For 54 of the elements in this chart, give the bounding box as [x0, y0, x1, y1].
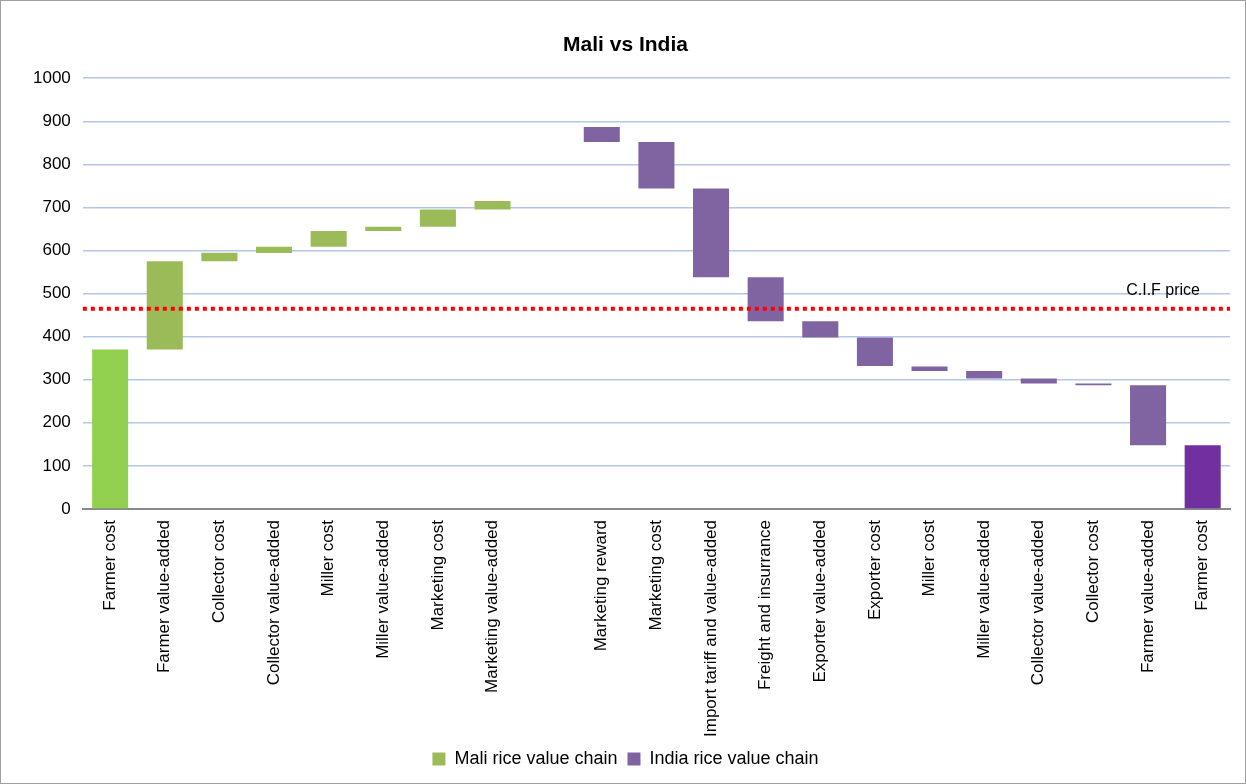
bar	[419, 209, 456, 227]
bar	[365, 226, 402, 232]
bar	[747, 277, 784, 322]
x-tick-label: Marketing cost	[427, 519, 447, 631]
x-tick-label: Collector value-added	[1028, 519, 1048, 686]
x-tick-label: Miller cost	[318, 519, 338, 597]
x-tick-label: Freight and insurrance	[755, 519, 775, 691]
x-tick-label: Farmer value-added	[154, 519, 174, 674]
bar	[638, 141, 675, 189]
x-tick-label: Miller value-added	[973, 519, 993, 659]
bar	[255, 246, 293, 254]
bar	[1184, 445, 1221, 509]
bar	[693, 188, 730, 278]
bar	[856, 337, 893, 366]
x-tick-label: Collector cost	[1083, 519, 1103, 623]
y-tick-label: 300	[42, 369, 71, 389]
y-tick-label: 200	[42, 412, 71, 432]
x-tick-label: Exporter cost	[864, 519, 884, 621]
bar	[583, 126, 620, 142]
x-tick-label: Collector value-added	[263, 519, 283, 686]
x-tick-label: Farmer cost	[99, 519, 119, 611]
bar	[474, 200, 511, 210]
y-tick-label: 100	[42, 455, 71, 475]
y-tick-label: 800	[42, 154, 71, 174]
x-tick-label: Farmer cost	[1192, 519, 1212, 611]
bar	[911, 366, 948, 372]
bar	[802, 321, 839, 338]
x-tick-label: Import tariff and value-added	[700, 519, 720, 738]
ref-line-label: C.I.F price	[1126, 281, 1201, 299]
y-tick-label: 900	[42, 110, 71, 130]
bar	[92, 349, 129, 509]
legend-label: India rice value chain	[649, 747, 819, 768]
legend-label: Mali rice value chain	[454, 747, 618, 768]
bar	[966, 371, 1003, 379]
bar	[1130, 385, 1167, 446]
x-tick-label: Marketing cost	[646, 519, 666, 631]
x-tick-label: Miller cost	[919, 519, 939, 597]
x-tick-label: Marketing reward	[591, 519, 611, 652]
x-tick-label: Miller value-added	[372, 519, 392, 659]
bar	[310, 231, 347, 247]
x-tick-label: Exporter value-added	[809, 519, 829, 683]
x-tick-label: Marketing value-added	[482, 519, 502, 693]
y-tick-label: 400	[42, 326, 71, 346]
y-tick-label: 500	[42, 283, 71, 303]
bar	[1020, 378, 1057, 384]
y-tick-label: 700	[42, 197, 71, 217]
chart-title: Mali vs India	[563, 32, 689, 56]
y-tick-label: 0	[61, 498, 71, 518]
bar	[201, 252, 238, 262]
x-tick-label: Collector cost	[209, 519, 229, 623]
y-tick-label: 600	[42, 240, 71, 260]
bar	[146, 261, 183, 350]
x-tick-label: Farmer value-added	[1137, 519, 1157, 674]
y-tick-label: 1000	[32, 67, 71, 87]
